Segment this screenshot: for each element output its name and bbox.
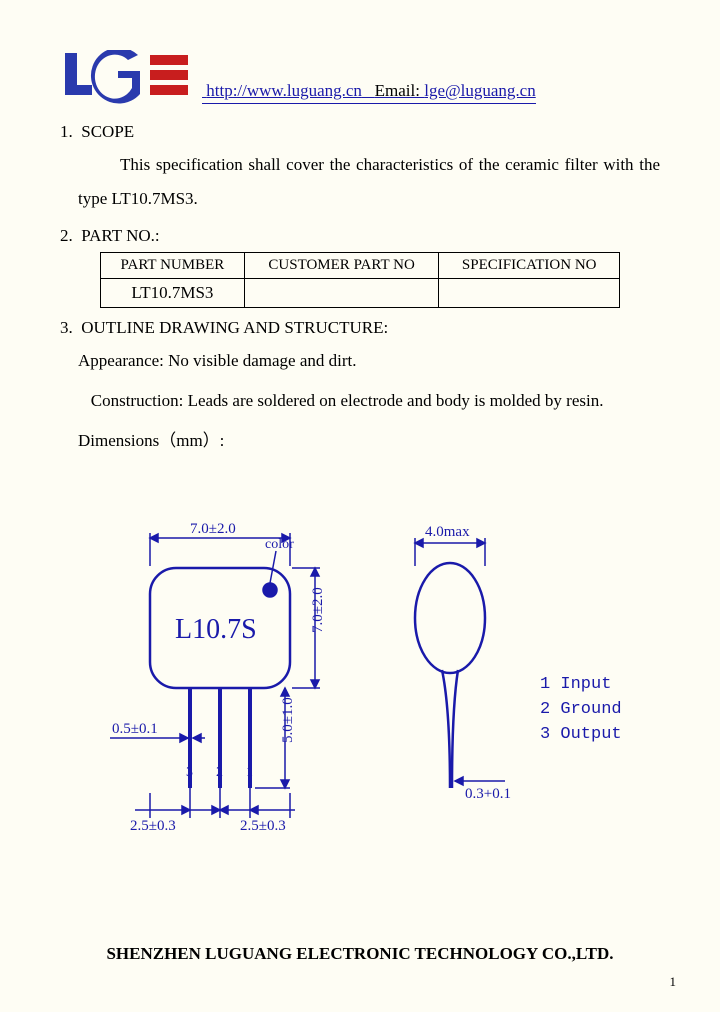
dim-pitch-right: 2.5±0.3 bbox=[240, 818, 286, 834]
section-3-title: OUTLINE DRAWING AND STRUCTURE: bbox=[81, 318, 388, 337]
svg-text:1: 1 bbox=[246, 765, 253, 780]
dim-height: 7.0±2.0 bbox=[310, 587, 326, 633]
section-3-heading: 3. OUTLINE DRAWING AND STRUCTURE: bbox=[60, 318, 660, 338]
email-label: Email: bbox=[375, 81, 420, 100]
svg-text:3: 3 bbox=[186, 765, 193, 780]
section-2-title: PART NO.: bbox=[81, 226, 159, 245]
dim-side-width: 4.0max bbox=[425, 524, 470, 540]
appearance-text: No visible damage and dirt. bbox=[168, 351, 356, 370]
dim-lead-length: 5.0±1.0 bbox=[280, 697, 296, 743]
construction-text: Leads are soldered on electrode and body… bbox=[188, 391, 604, 410]
dim-width: 7.0±2.0 bbox=[190, 521, 236, 537]
pin-1: 1 Input bbox=[540, 675, 611, 694]
section-2-num: 2. bbox=[60, 226, 73, 245]
email-link[interactable]: lge@luguang.cn bbox=[424, 81, 536, 100]
dimensions-label: Dimensions（mm）: bbox=[78, 424, 660, 458]
website-link[interactable]: http://www.luguang.cn bbox=[206, 81, 362, 100]
footer-company: SHENZHEN LUGUANG ELECTRONIC TECHNOLOGY C… bbox=[0, 944, 720, 964]
pin-3: 3 Output bbox=[540, 725, 622, 744]
section-2-heading: 2. PART NO.: bbox=[60, 226, 660, 246]
table-row: LT10.7MS3 bbox=[101, 279, 620, 308]
section-1-num: 1. bbox=[60, 122, 73, 141]
cell-spec-no bbox=[439, 279, 620, 308]
appearance-line: Appearance: No visible damage and dirt. bbox=[78, 344, 660, 378]
dim-lead-width: 0.5±0.1 bbox=[112, 721, 158, 737]
col-customer-part: CUSTOMER PART NO bbox=[244, 253, 439, 279]
construction-line: Construction: Leads are soldered on elec… bbox=[78, 384, 660, 418]
outline-drawings: L10.7S color 3 2 1 7.0±2.0 7. bbox=[60, 498, 660, 858]
body-marking: L10.7S bbox=[175, 614, 257, 645]
cell-customer-part bbox=[244, 279, 439, 308]
cell-part-number: LT10.7MS3 bbox=[101, 279, 245, 308]
dim-pitch-left: 2.5±0.3 bbox=[130, 818, 176, 834]
header-links: http://www.luguang.cn Email: lge@luguang… bbox=[202, 81, 536, 104]
scope-text: This specification shall cover the chara… bbox=[78, 148, 660, 216]
header: http://www.luguang.cn Email: lge@luguang… bbox=[60, 50, 660, 104]
section-3-num: 3. bbox=[60, 318, 73, 337]
svg-text:2: 2 bbox=[216, 765, 223, 780]
dim-side-lead: 0.3+0.1 bbox=[465, 786, 511, 802]
construction-label: Construction: bbox=[91, 391, 184, 410]
appearance-label: Appearance: bbox=[78, 351, 164, 370]
logo bbox=[60, 50, 190, 104]
section-1-heading: 1. SCOPE bbox=[60, 122, 660, 142]
part-number-table: PART NUMBER CUSTOMER PART NO SPECIFICATI… bbox=[100, 252, 620, 308]
section-1-title: SCOPE bbox=[81, 122, 134, 141]
col-part-number: PART NUMBER bbox=[101, 253, 245, 279]
pin-2: 2 Ground bbox=[540, 700, 622, 719]
table-header-row: PART NUMBER CUSTOMER PART NO SPECIFICATI… bbox=[101, 253, 620, 279]
col-spec-no: SPECIFICATION NO bbox=[439, 253, 620, 279]
page-number: 1 bbox=[670, 974, 677, 990]
